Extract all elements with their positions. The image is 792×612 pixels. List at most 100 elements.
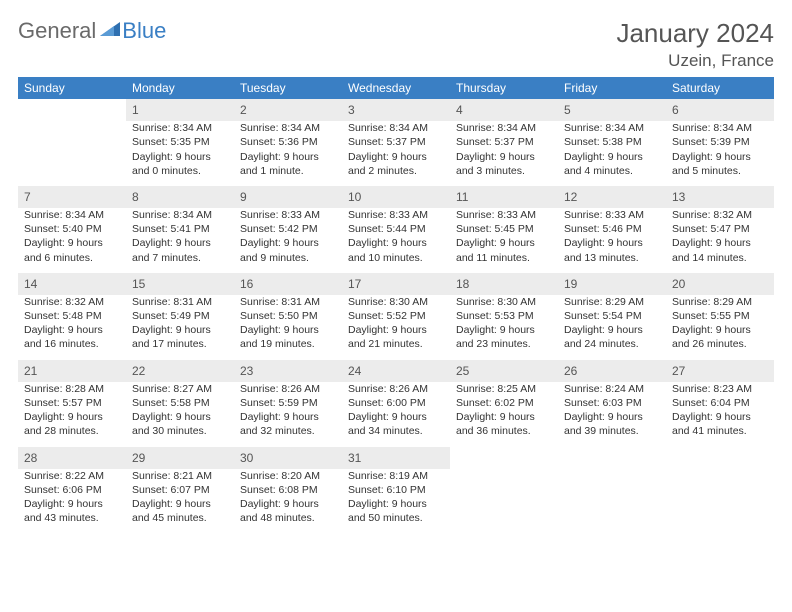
day1-text: Daylight: 9 hours: [672, 150, 768, 164]
sunrise-text: Sunrise: 8:28 AM: [24, 382, 120, 396]
day-cell: [558, 469, 666, 534]
day-number: 4: [450, 99, 558, 121]
day2-text: and 43 minutes.: [24, 511, 120, 525]
day1-text: Daylight: 9 hours: [24, 410, 120, 424]
day2-text: and 9 minutes.: [240, 251, 336, 265]
day1-text: Daylight: 9 hours: [240, 150, 336, 164]
day2-text: and 34 minutes.: [348, 424, 444, 438]
sunset-text: Sunset: 6:07 PM: [132, 483, 228, 497]
day-number: 2: [234, 99, 342, 121]
sunrise-text: Sunrise: 8:34 AM: [240, 121, 336, 135]
sunset-text: Sunset: 6:03 PM: [564, 396, 660, 410]
day1-text: Daylight: 9 hours: [24, 497, 120, 511]
day2-text: and 36 minutes.: [456, 424, 552, 438]
day-cell: Sunrise: 8:25 AMSunset: 6:02 PMDaylight:…: [450, 382, 558, 447]
day2-text: and 7 minutes.: [132, 251, 228, 265]
sunrise-text: Sunrise: 8:33 AM: [348, 208, 444, 222]
day2-text: and 19 minutes.: [240, 337, 336, 351]
week-row: Sunrise: 8:22 AMSunset: 6:06 PMDaylight:…: [18, 469, 774, 534]
sunset-text: Sunset: 5:44 PM: [348, 222, 444, 236]
day2-text: and 17 minutes.: [132, 337, 228, 351]
day1-text: Daylight: 9 hours: [564, 150, 660, 164]
sunrise-text: Sunrise: 8:34 AM: [132, 121, 228, 135]
day1-text: Daylight: 9 hours: [240, 497, 336, 511]
calendar-table: Sunday Monday Tuesday Wednesday Thursday…: [18, 77, 774, 533]
day-cell: [666, 469, 774, 534]
day-number: 24: [342, 360, 450, 382]
sunset-text: Sunset: 5:48 PM: [24, 309, 120, 323]
day1-text: Daylight: 9 hours: [672, 236, 768, 250]
sunrise-text: Sunrise: 8:34 AM: [564, 121, 660, 135]
day-number: 10: [342, 186, 450, 208]
day-cell: Sunrise: 8:27 AMSunset: 5:58 PMDaylight:…: [126, 382, 234, 447]
day-number: 15: [126, 273, 234, 295]
daynum-row: 28293031: [18, 447, 774, 469]
day-cell: Sunrise: 8:29 AMSunset: 5:54 PMDaylight:…: [558, 295, 666, 360]
week-row: Sunrise: 8:34 AMSunset: 5:40 PMDaylight:…: [18, 208, 774, 273]
sunrise-text: Sunrise: 8:24 AM: [564, 382, 660, 396]
day-number: 3: [342, 99, 450, 121]
day-cell: Sunrise: 8:30 AMSunset: 5:53 PMDaylight:…: [450, 295, 558, 360]
sunrise-text: Sunrise: 8:19 AM: [348, 469, 444, 483]
day-number: 31: [342, 447, 450, 469]
day-number: 28: [18, 447, 126, 469]
sunset-text: Sunset: 5:38 PM: [564, 135, 660, 149]
day-number: 26: [558, 360, 666, 382]
day2-text: and 32 minutes.: [240, 424, 336, 438]
day1-text: Daylight: 9 hours: [24, 323, 120, 337]
day-cell: [450, 469, 558, 534]
month-title: January 2024: [616, 18, 774, 49]
week-row: Sunrise: 8:32 AMSunset: 5:48 PMDaylight:…: [18, 295, 774, 360]
daynum-row: 123456: [18, 99, 774, 121]
sunrise-text: Sunrise: 8:33 AM: [240, 208, 336, 222]
day-cell: Sunrise: 8:22 AMSunset: 6:06 PMDaylight:…: [18, 469, 126, 534]
day1-text: Daylight: 9 hours: [672, 410, 768, 424]
sunset-text: Sunset: 5:47 PM: [672, 222, 768, 236]
sunrise-text: Sunrise: 8:26 AM: [348, 382, 444, 396]
day-cell: Sunrise: 8:33 AMSunset: 5:44 PMDaylight:…: [342, 208, 450, 273]
day2-text: and 13 minutes.: [564, 251, 660, 265]
sunrise-text: Sunrise: 8:32 AM: [672, 208, 768, 222]
day-cell: Sunrise: 8:34 AMSunset: 5:37 PMDaylight:…: [342, 121, 450, 186]
sunrise-text: Sunrise: 8:34 AM: [672, 121, 768, 135]
day-number: 14: [18, 273, 126, 295]
day1-text: Daylight: 9 hours: [348, 150, 444, 164]
sunset-text: Sunset: 5:52 PM: [348, 309, 444, 323]
sunset-text: Sunset: 5:35 PM: [132, 135, 228, 149]
day-number: 20: [666, 273, 774, 295]
day-cell: Sunrise: 8:34 AMSunset: 5:41 PMDaylight:…: [126, 208, 234, 273]
day2-text: and 5 minutes.: [672, 164, 768, 178]
calendar-body: 123456 Sunrise: 8:34 AMSunset: 5:35 PMDa…: [18, 99, 774, 533]
day2-text: and 24 minutes.: [564, 337, 660, 351]
day2-text: and 48 minutes.: [240, 511, 336, 525]
sunset-text: Sunset: 6:08 PM: [240, 483, 336, 497]
day-cell: Sunrise: 8:33 AMSunset: 5:42 PMDaylight:…: [234, 208, 342, 273]
day2-text: and 16 minutes.: [24, 337, 120, 351]
dow-saturday: Saturday: [666, 77, 774, 99]
day1-text: Daylight: 9 hours: [672, 323, 768, 337]
sunset-text: Sunset: 5:59 PM: [240, 396, 336, 410]
title-block: January 2024 Uzein, France: [616, 18, 774, 71]
daynum-row: 78910111213: [18, 186, 774, 208]
day-cell: Sunrise: 8:19 AMSunset: 6:10 PMDaylight:…: [342, 469, 450, 534]
sunrise-text: Sunrise: 8:30 AM: [456, 295, 552, 309]
day-cell: Sunrise: 8:32 AMSunset: 5:47 PMDaylight:…: [666, 208, 774, 273]
dow-tuesday: Tuesday: [234, 77, 342, 99]
day-number: 5: [558, 99, 666, 121]
sunset-text: Sunset: 5:55 PM: [672, 309, 768, 323]
day-cell: Sunrise: 8:29 AMSunset: 5:55 PMDaylight:…: [666, 295, 774, 360]
dow-monday: Monday: [126, 77, 234, 99]
sunrise-text: Sunrise: 8:34 AM: [348, 121, 444, 135]
day1-text: Daylight: 9 hours: [564, 236, 660, 250]
sunset-text: Sunset: 5:39 PM: [672, 135, 768, 149]
day-number: 21: [18, 360, 126, 382]
day2-text: and 6 minutes.: [24, 251, 120, 265]
header: General Blue January 2024 Uzein, France: [18, 18, 774, 71]
sunrise-text: Sunrise: 8:20 AM: [240, 469, 336, 483]
day1-text: Daylight: 9 hours: [456, 323, 552, 337]
day1-text: Daylight: 9 hours: [132, 150, 228, 164]
day-number: 7: [18, 186, 126, 208]
sunset-text: Sunset: 6:10 PM: [348, 483, 444, 497]
dow-friday: Friday: [558, 77, 666, 99]
day2-text: and 10 minutes.: [348, 251, 444, 265]
